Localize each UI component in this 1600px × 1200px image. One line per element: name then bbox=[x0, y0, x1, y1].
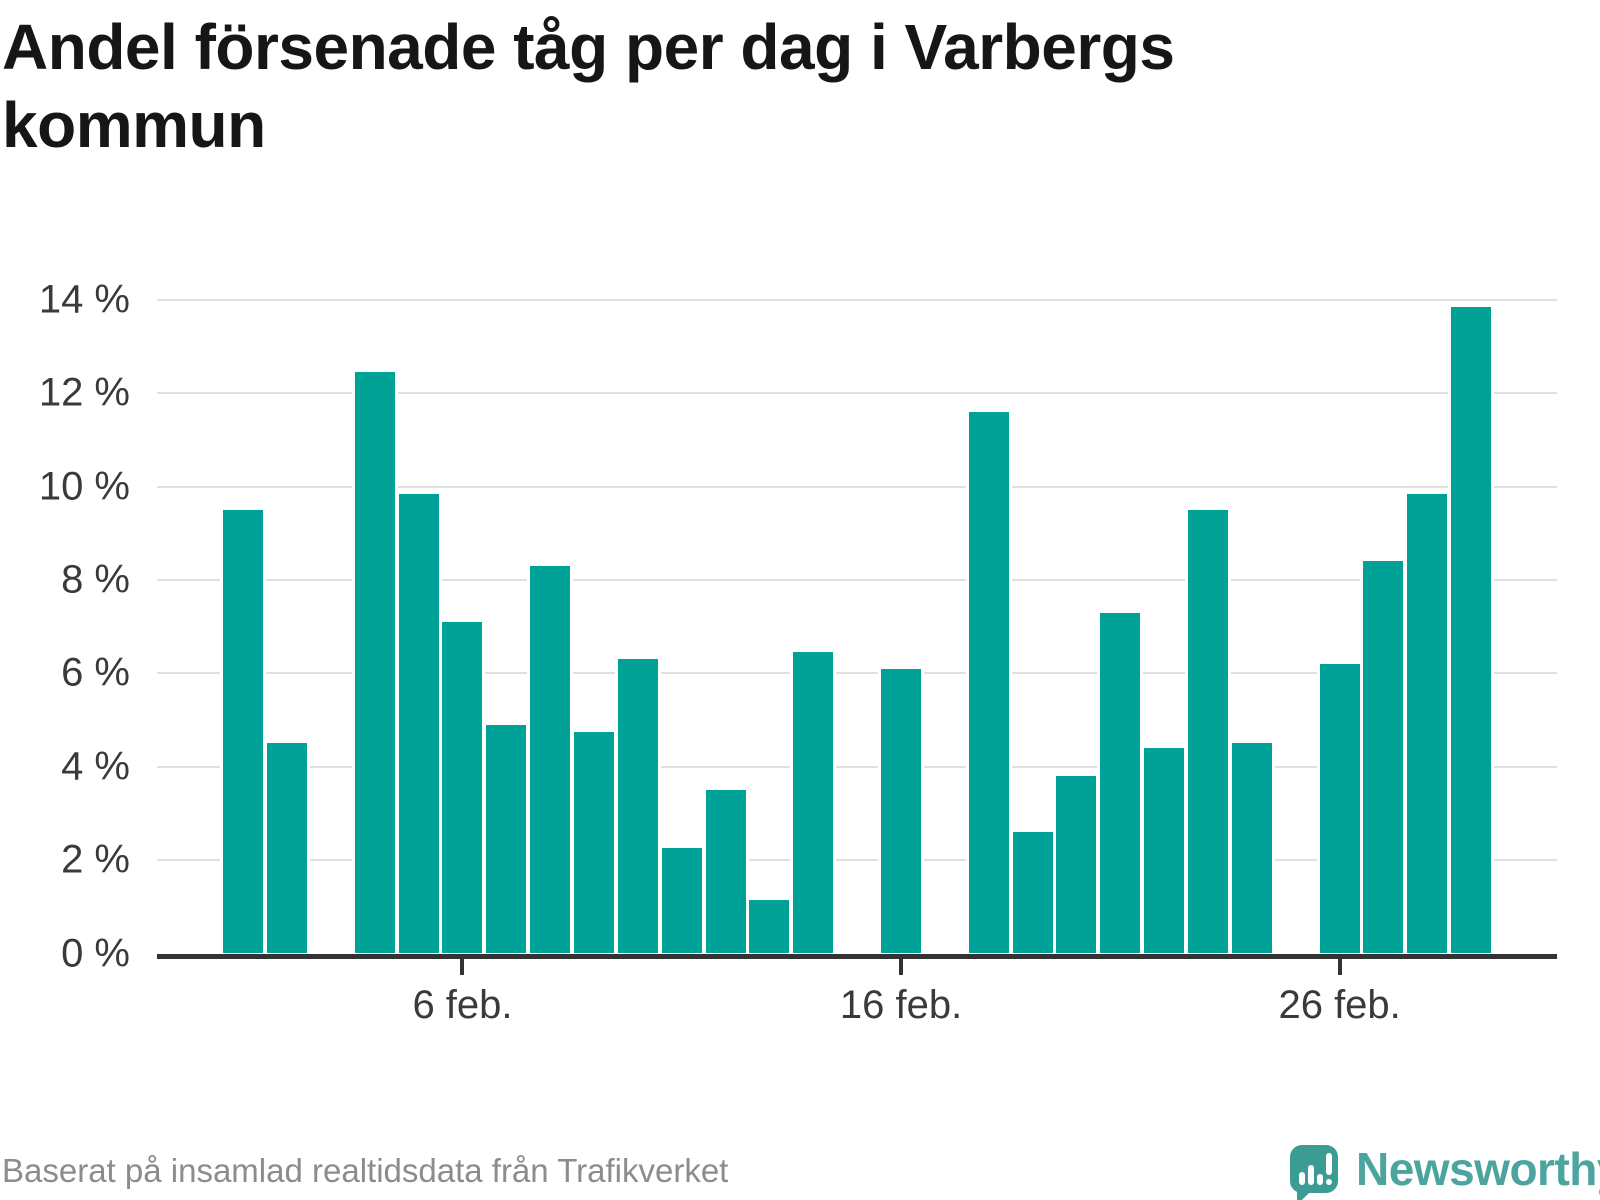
bar-12-feb bbox=[705, 790, 746, 954]
gridline-12-percent bbox=[157, 392, 1557, 395]
bar-16-feb bbox=[881, 668, 922, 954]
plot-area: 0 % 2 % 4 % 6 % 8 % 10 % 12 % 14 % 6 feb. 16 feb.… bbox=[38, 277, 1557, 1027]
y-axis-label: 6 % bbox=[61, 650, 130, 695]
gridline-8-percent bbox=[157, 579, 1557, 582]
bar-7-feb bbox=[486, 724, 527, 954]
bar-6-feb bbox=[442, 622, 483, 954]
bar-26-feb bbox=[1319, 664, 1360, 954]
bar-13-feb bbox=[749, 899, 790, 954]
gridline-14-percent bbox=[157, 298, 1557, 301]
bar-24-feb bbox=[1231, 743, 1272, 954]
bar-8-feb bbox=[530, 566, 571, 954]
newsworthy-logo-text: Newsworthy bbox=[1356, 1143, 1600, 1195]
gridline-10-percent bbox=[157, 485, 1557, 488]
gridline-4-percent bbox=[157, 765, 1557, 768]
speech-bubble-tail bbox=[1297, 1189, 1313, 1200]
y-axis-label: 0 % bbox=[61, 931, 130, 975]
gridline-2-percent bbox=[157, 859, 1557, 862]
bar-21-feb bbox=[1100, 612, 1141, 954]
y-axis-label: 12 % bbox=[38, 370, 130, 415]
bar-23-feb bbox=[1188, 510, 1229, 954]
gridline-6-percent bbox=[157, 672, 1557, 675]
x-axis-label-16-feb: 16 feb. bbox=[839, 982, 963, 1027]
x-axis-line bbox=[157, 953, 1557, 959]
bar-chart-icon bbox=[1299, 1172, 1305, 1185]
chart-title: Andel försenade tåg per dag i Varbergs k… bbox=[2, 11, 1175, 161]
x-axis-tick-6-feb bbox=[460, 958, 465, 975]
x-axis-label-26-feb: 26 feb. bbox=[1278, 982, 1401, 1027]
y-axis-label: 4 % bbox=[61, 744, 130, 789]
newsworthy-logo: Newsworthy bbox=[1290, 1138, 1600, 1200]
bar-1-feb bbox=[223, 510, 264, 954]
bar-10-feb bbox=[617, 659, 658, 954]
source-note: Baserat på insamlad realtidsdata från Tr… bbox=[2, 1152, 729, 1189]
y-axis-label: 8 % bbox=[61, 557, 130, 602]
bar-18-feb bbox=[968, 412, 1009, 954]
bar-27-feb bbox=[1363, 561, 1404, 954]
y-axis-label: 2 % bbox=[61, 837, 130, 882]
bar-28-feb bbox=[1407, 493, 1448, 954]
bar-19-feb bbox=[1012, 832, 1053, 954]
bar-29-feb bbox=[1451, 306, 1492, 954]
x-axis-tick-26-feb bbox=[1337, 958, 1342, 975]
bar-20-feb bbox=[1056, 776, 1097, 954]
bar-22-feb bbox=[1144, 748, 1185, 954]
y-axis-label: 10 % bbox=[38, 464, 130, 509]
y-axis-label: 14 % bbox=[38, 277, 130, 322]
bar-chart-icon bbox=[1308, 1165, 1314, 1185]
bar-5-feb bbox=[398, 493, 439, 954]
x-axis-tick-16-feb bbox=[899, 958, 904, 975]
bar-chart-icon bbox=[1317, 1174, 1323, 1185]
x-axis-label-6-feb: 6 feb. bbox=[412, 982, 513, 1027]
exclamation-icon bbox=[1326, 1153, 1332, 1175]
bar-11-feb bbox=[661, 848, 702, 954]
bar-4-feb bbox=[354, 372, 395, 954]
bar-2-feb bbox=[267, 743, 308, 954]
exclamation-icon bbox=[1326, 1179, 1332, 1185]
newsworthy-logo-icon bbox=[1290, 1145, 1338, 1200]
bar-14-feb bbox=[793, 652, 834, 954]
bar-9-feb bbox=[574, 731, 615, 954]
